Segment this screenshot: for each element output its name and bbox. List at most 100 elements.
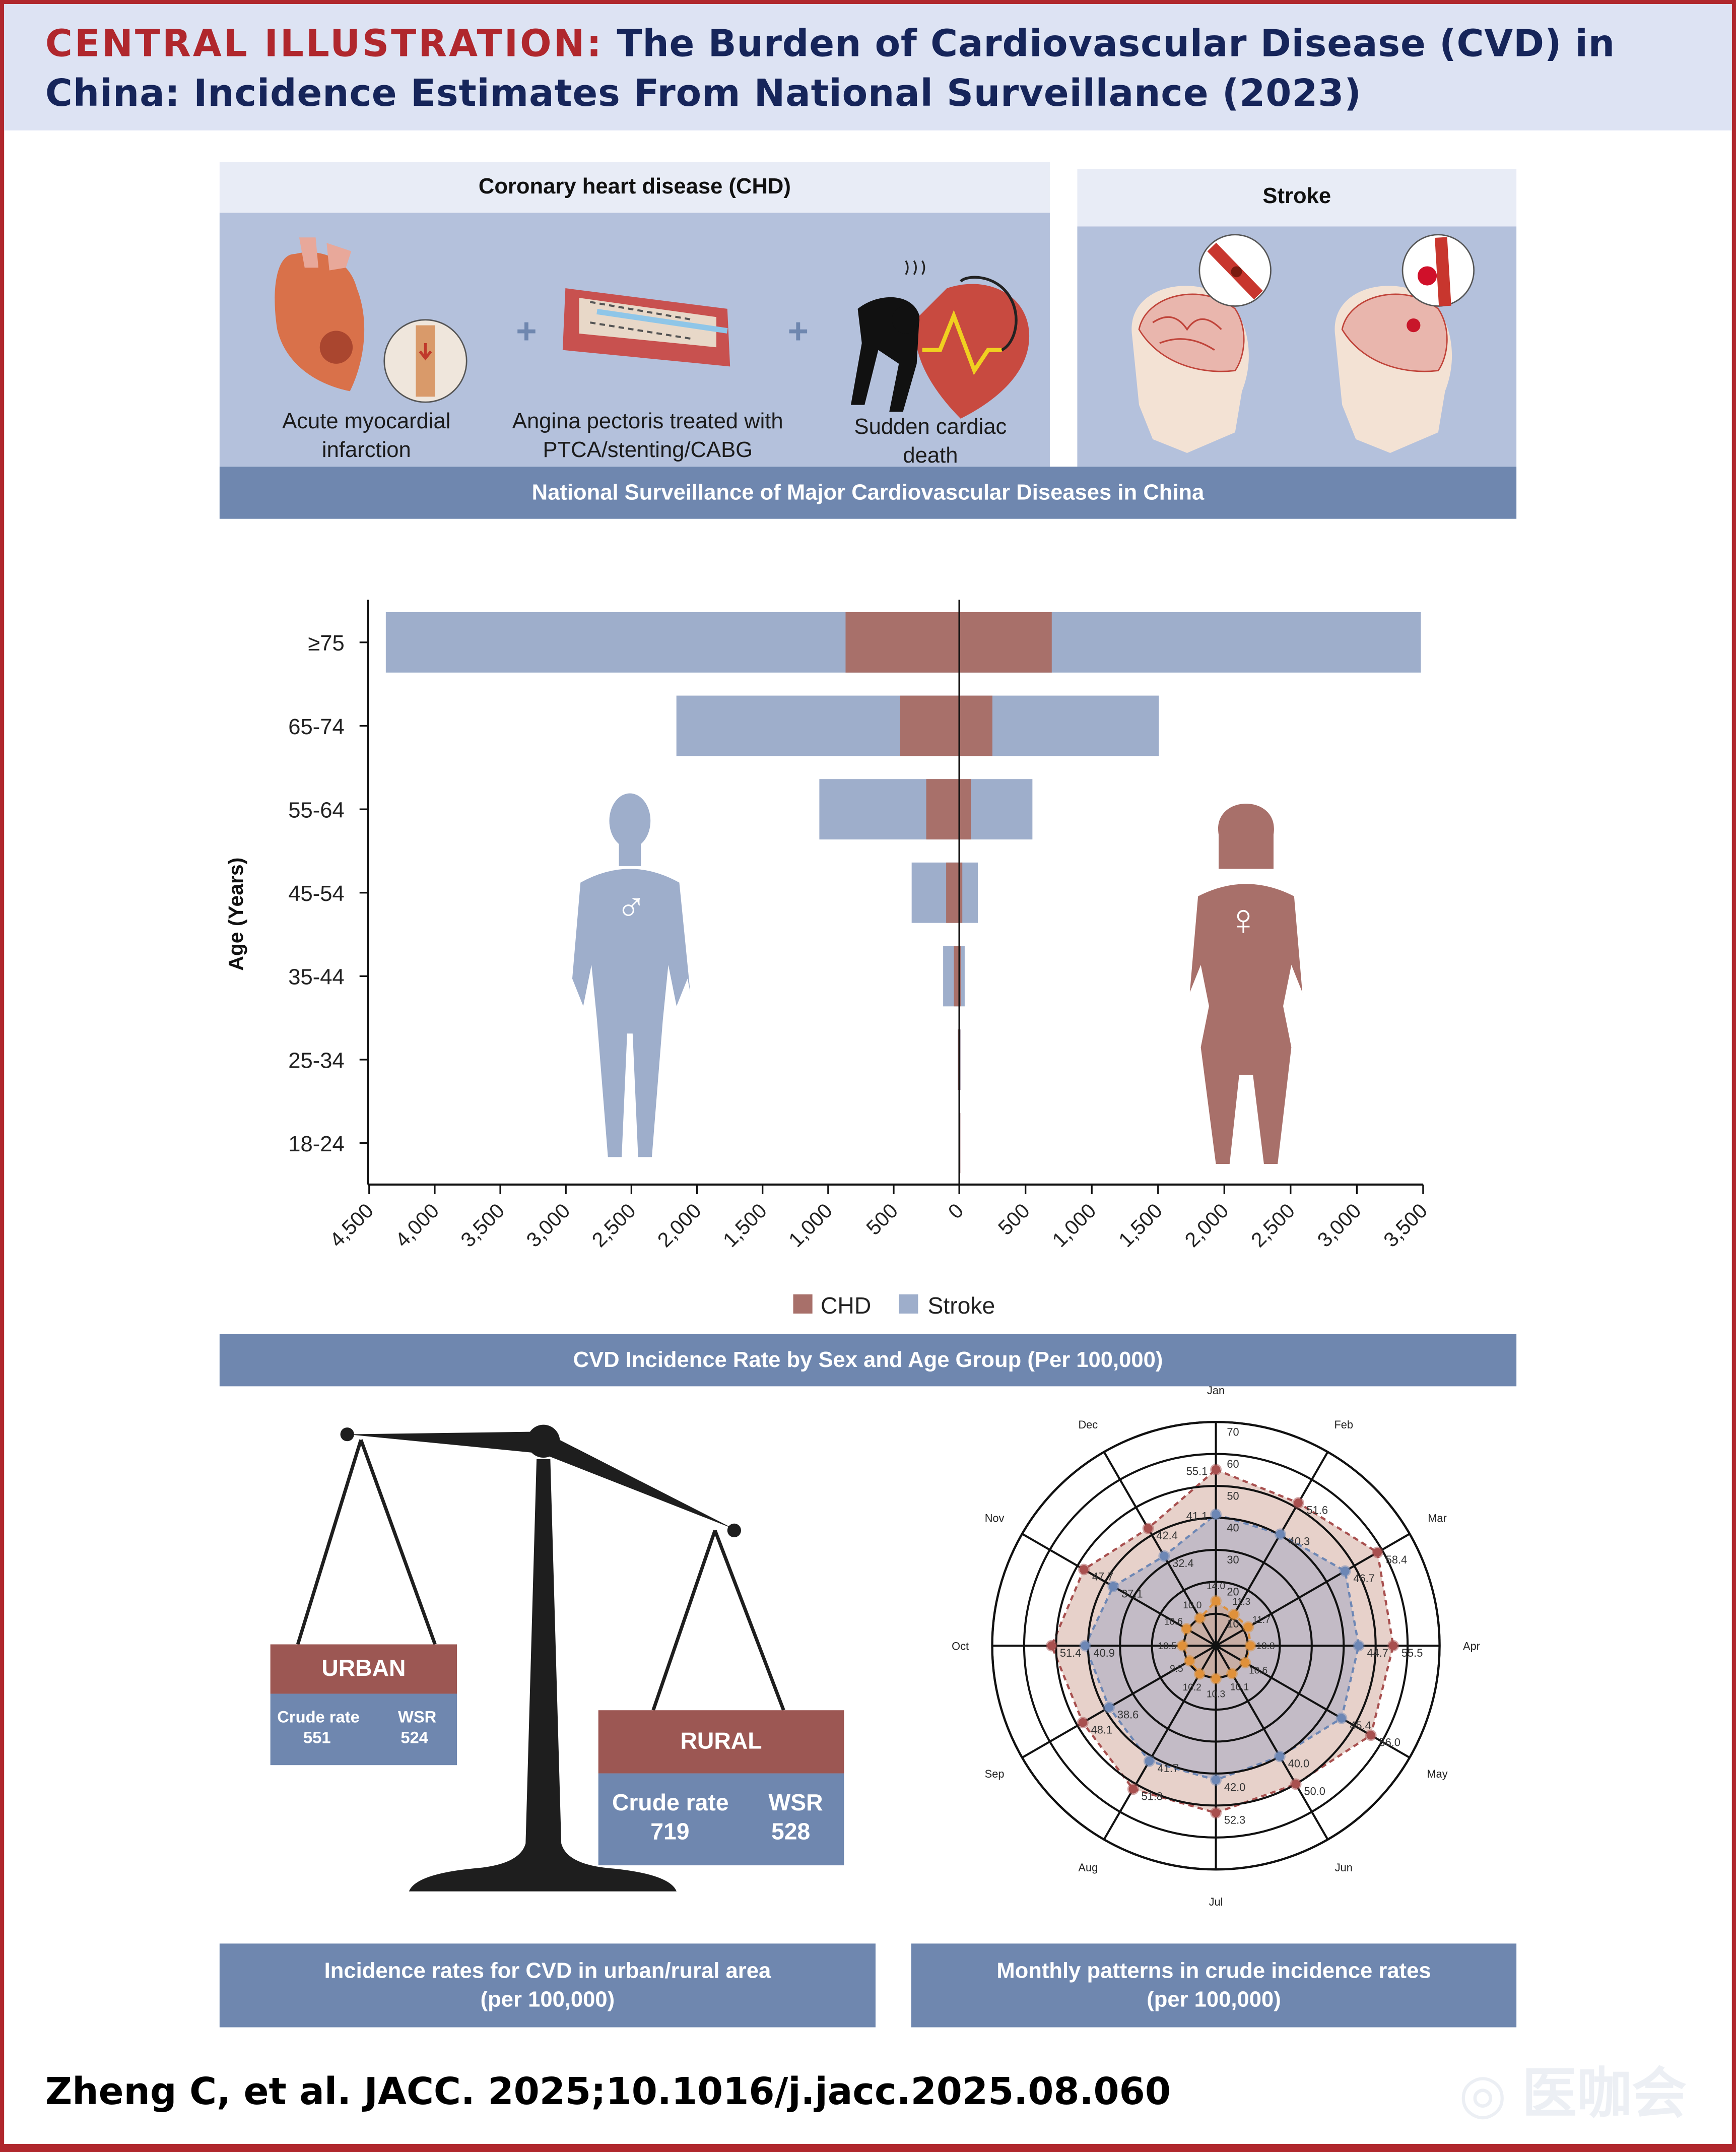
- radar-value-label: 10.1: [1230, 1682, 1249, 1692]
- scd-caption-line1: Sudden cardiac: [854, 415, 1007, 439]
- urban-rural-banner-line2: (per 100,000): [480, 1988, 615, 2012]
- title-text: The Burden of Cardiovascular Disease (CV…: [45, 23, 1616, 115]
- bar-female-chd-55-64: [959, 779, 971, 840]
- radar-point-3-Jun: [1226, 1668, 1238, 1680]
- hemorrhagic-stroke-head-illustration: [1334, 234, 1475, 453]
- radar-r-tick-label: 50: [1227, 1489, 1239, 1502]
- x-tick-label: 1,000: [1048, 1199, 1101, 1252]
- radar-value-label: 10.0: [1183, 1600, 1201, 1611]
- radar-point-2-Oct: [1079, 1640, 1091, 1652]
- y-tick-label: 18-24: [288, 1132, 344, 1156]
- month-label-Jan: Jan: [1207, 1385, 1225, 1397]
- balance-scale-icon: [296, 1424, 785, 1892]
- radar-point-3-Nov: [1180, 1623, 1192, 1635]
- radar-r-tick-label: 30: [1227, 1553, 1239, 1566]
- radar-point-2-Apr: [1353, 1640, 1365, 1652]
- rural-crude-value: 719: [650, 1818, 690, 1845]
- radar-value-label: 48.1: [1091, 1724, 1112, 1736]
- radar-value-label: 51.6: [1307, 1504, 1328, 1517]
- radar-point-1-Jun: [1290, 1778, 1302, 1790]
- surveillance-banner: National Surveillance of Major Cardiovas…: [219, 467, 1517, 519]
- radar-value-label: 10.2: [1183, 1682, 1201, 1693]
- radar-value-label: 50.0: [1304, 1785, 1325, 1798]
- radar-value-label: 46.7: [1353, 1572, 1374, 1585]
- plus-icon: +: [516, 311, 537, 351]
- x-tick-label: 2,000: [1180, 1199, 1233, 1252]
- radar-point-1-Jul: [1210, 1807, 1222, 1819]
- rural-rate-card: RURAL Crude rate 719 WSR 528: [598, 1710, 844, 1866]
- male-symbol-icon: ♂: [616, 884, 646, 930]
- sex-age-banner: CVD Incidence Rate by Sex and Age Group …: [219, 1334, 1517, 1387]
- y-axis-title: Age (Years): [224, 858, 247, 971]
- month-label-Sep: Sep: [985, 1768, 1005, 1780]
- radar-r-tick-label: 60: [1227, 1458, 1239, 1470]
- radar-value-label: 44.7: [1367, 1647, 1388, 1659]
- radar-point-3-Oct: [1176, 1640, 1188, 1652]
- radar-point-1-Oct: [1046, 1640, 1057, 1652]
- title-label: CENTRAL ILLUSTRATION:: [45, 23, 604, 66]
- radar-point-3-Feb: [1228, 1608, 1240, 1620]
- stent-artery-illustration: [562, 288, 730, 367]
- bar-male-chd-35-44: [954, 946, 960, 1007]
- radar-point-3-Jan: [1210, 1595, 1222, 1607]
- radar-value-label: 40.3: [1289, 1535, 1310, 1548]
- radar-r-tick-label: 40: [1227, 1522, 1239, 1534]
- month-label-May: May: [1427, 1768, 1447, 1780]
- legend-label-chd: CHD: [821, 1292, 871, 1319]
- x-tick-label: 2,000: [653, 1199, 706, 1252]
- radar-point-2-Jun: [1274, 1750, 1286, 1763]
- bar-male-chd-55-64: [926, 779, 960, 840]
- radar-point-3-Sep: [1183, 1655, 1195, 1667]
- urban-wsr-label: WSR: [397, 1707, 437, 1727]
- ami-caption-line2: infarction: [322, 438, 411, 462]
- bar-female-chd-≥75: [959, 612, 1052, 673]
- radar-point-2-Sep: [1103, 1702, 1115, 1714]
- radar-r-tick-label: 20: [1227, 1586, 1239, 1598]
- stroke-panel: [1077, 226, 1517, 467]
- radar-point-1-Mar: [1371, 1546, 1383, 1558]
- radar-point-1-May: [1365, 1729, 1377, 1741]
- radar-point-3-Aug: [1193, 1668, 1206, 1680]
- radar-point-2-Aug: [1143, 1755, 1155, 1767]
- plus-icon: +: [788, 311, 809, 351]
- radar-value-label: 40.9: [1093, 1647, 1114, 1659]
- y-tick-label: 55-64: [288, 798, 344, 822]
- x-tick-label: 1,000: [784, 1199, 837, 1252]
- male-silhouette: [572, 793, 691, 1157]
- month-label-Jun: Jun: [1335, 1861, 1353, 1874]
- angina-caption-line1: Angina pectoris treated with: [512, 409, 783, 433]
- scd-caption-line2: death: [903, 443, 958, 467]
- radar-value-label: 14.0: [1207, 1581, 1225, 1592]
- month-label-Mar: Mar: [1428, 1512, 1447, 1525]
- x-tick-label: 500: [993, 1199, 1034, 1240]
- radar-value-label: 40.0: [1288, 1757, 1309, 1770]
- y-tick-label: 65-74: [288, 715, 344, 739]
- heart-infarction-illustration: [275, 237, 468, 403]
- radar-r-tick-label: 70: [1227, 1425, 1239, 1438]
- chd-illustrations: + + Acute myocardial infarction Angina p…: [275, 237, 1030, 467]
- x-tick-label: 3,500: [456, 1199, 509, 1252]
- legend: CHD Stroke: [793, 1292, 995, 1319]
- radar-value-label: 56.0: [1379, 1736, 1400, 1749]
- radar-value-label: 11.7: [1252, 1615, 1271, 1625]
- radar-value-label: 32.4: [1172, 1557, 1193, 1570]
- bar-male-chd-45-54: [946, 862, 960, 923]
- x-tick-label: 0: [944, 1199, 968, 1223]
- stroke-illustrations: [1131, 234, 1475, 453]
- radar-value-label: 10.6: [1164, 1616, 1183, 1627]
- rural-crude-label: Crude rate: [612, 1790, 729, 1816]
- urban-crude-value: 551: [303, 1728, 331, 1747]
- radar-spoke: [1021, 1645, 1217, 1758]
- radar-point-3-Dec: [1194, 1612, 1206, 1624]
- radar-point-1-Nov: [1078, 1563, 1090, 1576]
- radar-value-label: 11.3: [1233, 1597, 1251, 1607]
- radar-value-label: 55.5: [1401, 1647, 1423, 1659]
- bar-female-chd-45-54: [959, 862, 963, 923]
- radar-point-3-May: [1239, 1657, 1251, 1669]
- bar-male-chd-65-74: [900, 695, 960, 756]
- radar-value-label: 42.0: [1224, 1781, 1245, 1793]
- radar-point-1-Dec: [1142, 1522, 1154, 1534]
- radar-point-3-Apr: [1244, 1640, 1256, 1652]
- female-symbol-icon: ♀: [1227, 895, 1259, 944]
- radar-point-2-Jan: [1210, 1509, 1222, 1520]
